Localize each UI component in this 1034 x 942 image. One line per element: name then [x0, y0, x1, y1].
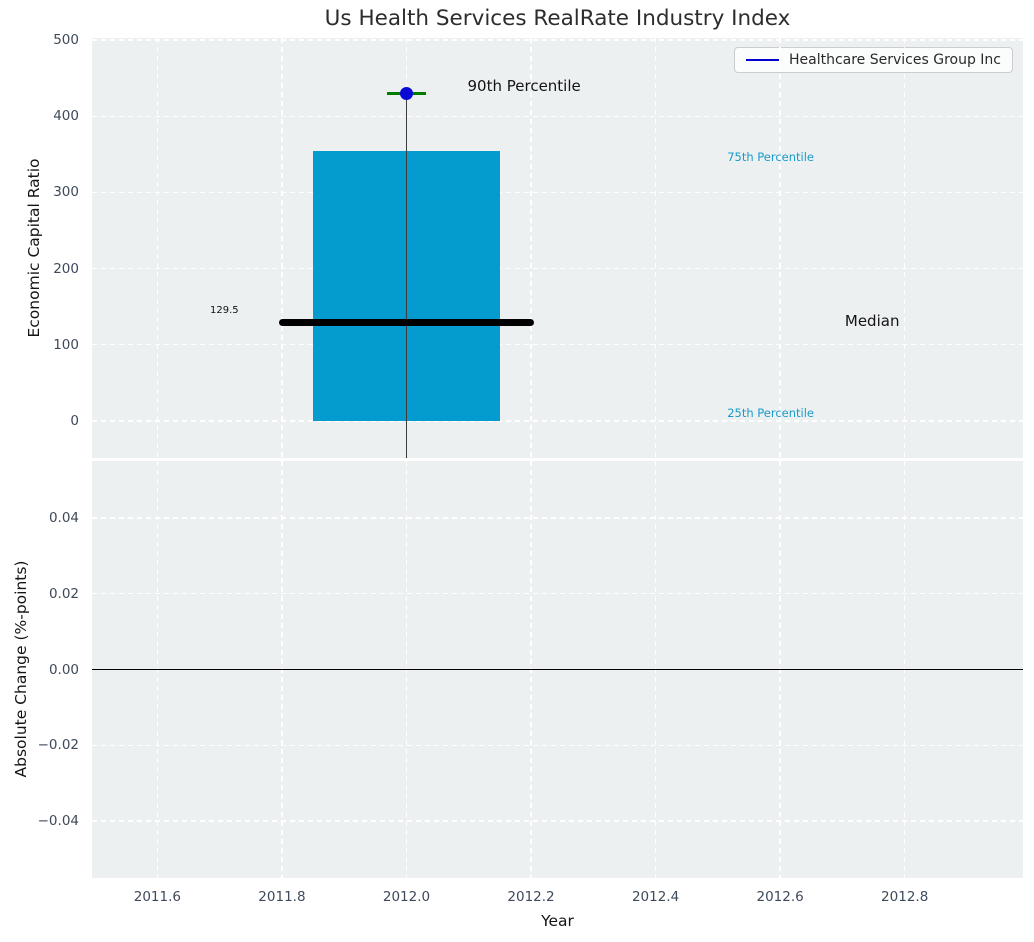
gridline-horizontal: [92, 820, 1023, 822]
gridline-horizontal: [92, 593, 1023, 595]
y-tick-label: 0: [70, 412, 79, 429]
x-tick-label: 2011.8: [258, 889, 306, 905]
gridline-horizontal: [92, 344, 1023, 346]
y-tick-label: −0.02: [37, 737, 79, 754]
legend: Healthcare Services Group Inc: [733, 47, 1013, 73]
annotation-75th-percentile: 75th Percentile: [727, 150, 815, 165]
x-tick-label: 2012.6: [756, 889, 804, 905]
gridline-vertical: [530, 38, 532, 458]
x-tick-label: 2011.6: [133, 889, 181, 905]
y-tick-label: 200: [53, 260, 79, 277]
y-tick-label: −0.04: [37, 812, 79, 829]
gridline-horizontal: [92, 191, 1023, 194]
gridline-vertical: [156, 38, 159, 458]
y-tick-label: 100: [53, 336, 79, 353]
y-tick-label: 0.00: [48, 661, 79, 678]
x-axis-label: Year: [541, 912, 574, 930]
x-tick-label: 2012.4: [631, 889, 680, 905]
bottom-axes: [92, 461, 1023, 878]
gridline-horizontal: [92, 267, 1023, 270]
y-tick-label: 0.04: [48, 510, 79, 527]
gridline-horizontal: [92, 420, 1023, 422]
annotation-129-5: 129.5: [210, 305, 239, 317]
gridline-horizontal: [92, 39, 1023, 41]
annotation-90th-percentile: 90th Percentile: [467, 76, 581, 95]
y-tick-label: 500: [53, 31, 79, 48]
gridline-vertical: [281, 38, 283, 458]
gridline-horizontal: [92, 115, 1023, 117]
y-tick-label: 0.02: [48, 585, 79, 602]
x-tick-label: 2012.8: [881, 889, 929, 905]
gridline-vertical: [654, 38, 657, 458]
x-tick-label: 2012.0: [382, 889, 431, 905]
gridline-horizontal: [92, 744, 1023, 746]
median-line: [278, 318, 535, 326]
y-tick-label: 300: [53, 184, 79, 201]
x-tick-label: 2012.2: [507, 889, 555, 905]
gridline-vertical: [779, 38, 781, 458]
annotation-25th-percentile: 25th Percentile: [727, 405, 815, 420]
gridline-vertical: [904, 38, 906, 458]
annotation-median: Median: [844, 312, 900, 331]
gridline-horizontal: [92, 517, 1023, 519]
legend-label: Healthcare Services Group Inc: [788, 52, 1001, 68]
percentile-90-marker: [399, 86, 413, 100]
legend-line-swatch: [745, 58, 780, 62]
chart-title: Us Health Services RealRate Industry Ind…: [324, 6, 791, 31]
y-tick-label: 400: [53, 108, 79, 125]
zero-line: [92, 668, 1023, 671]
whisker-line: [405, 93, 408, 458]
top-axes: Healthcare Services Group Inc 90th Perce…: [92, 38, 1023, 458]
